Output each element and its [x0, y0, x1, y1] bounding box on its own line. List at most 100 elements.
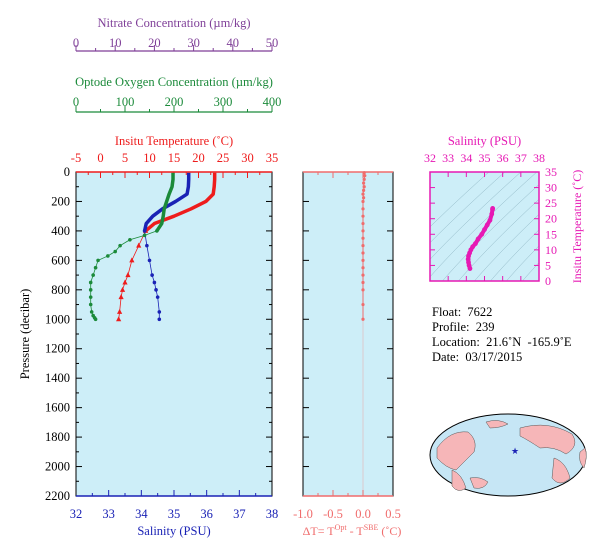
oxygen-series-point: [91, 273, 95, 277]
salinity-tick-label: 34: [135, 507, 148, 521]
dt-point: [361, 302, 365, 307]
isopycnal-line: [538, 279, 539, 281]
dt-plot: -1.0 -0.5 0.0 0.5 ΔT= TOpt - TSBE (˚C): [293, 171, 401, 538]
dt-axis-title: ΔT= TOpt - TSBE (˚C): [303, 523, 402, 538]
pressure-tick-label: 1000: [45, 312, 70, 326]
ts-temp-title: Insitu Temperature (˚C): [570, 170, 584, 284]
oxygen-series-line-upper: [155, 172, 175, 232]
temperature-tick-label: 5: [122, 151, 128, 165]
dt-point: [361, 214, 365, 218]
map-landmass: [451, 469, 467, 491]
oxygen-tick-label: 300: [214, 95, 233, 109]
oxygen-series-point: [155, 229, 159, 233]
pressure-tick-label: 200: [51, 194, 70, 208]
oxygen-title: Optode Oxygen Concentration (µm/kg): [75, 75, 273, 89]
dt-label-part: (˚C): [378, 524, 401, 538]
oxygen-series: [88, 172, 175, 322]
ts-temp-tick-label: 35: [545, 165, 557, 179]
isopycnal-line: [594, 162, 608, 291]
ts-temp-tick-label: 25: [545, 196, 557, 210]
isopycnal-line: [430, 172, 538, 278]
salinity-series-point: [152, 280, 157, 285]
oxygen-series-point: [88, 302, 93, 307]
ts-point: [490, 206, 495, 212]
oxygen-tick-label: 0: [73, 95, 79, 109]
salinity-series-point: [154, 288, 158, 292]
ts-panel-frame: [429, 171, 540, 282]
ts-salinity-tick-label: 38: [533, 151, 545, 165]
temperature-series-point: [119, 286, 126, 292]
pressure-tick-label: 2200: [45, 489, 70, 503]
dt-label-part: - T: [347, 524, 365, 538]
nitrate-title: Nitrate Concentration (µm/kg): [98, 16, 251, 30]
ts-point: [484, 222, 490, 228]
ts-salinity-tick-label: 35: [479, 151, 491, 165]
map-landmass: [551, 457, 571, 484]
nitrate-tick-label: 50: [266, 36, 279, 50]
dt-label-part: ΔT= T: [303, 524, 336, 538]
dt-label-sup: Opt: [335, 523, 348, 532]
map-landmass: [519, 424, 576, 455]
dt-point: [361, 192, 365, 196]
ts-salinity-tick-label: 34: [460, 151, 472, 165]
ts-point: [479, 231, 485, 237]
profile-plot: Insitu Temperature (˚C)-5 0 5 10 15 20 25 30 353…: [18, 134, 278, 538]
dt-point: [362, 177, 366, 181]
dt-panel-bg: [303, 172, 393, 496]
dt-tick-label: 0.0: [355, 507, 371, 521]
ts-temp-tick-label: 20: [545, 212, 557, 226]
pressure-tick-label: 800: [51, 283, 70, 297]
ts-salinity-tick-label: 33: [442, 151, 454, 165]
dt-point: [361, 266, 365, 270]
temperature-tick-label: 30: [241, 151, 254, 165]
salinity-series-point: [157, 310, 162, 314]
ts-point: [489, 211, 495, 217]
temperature-series-point: [125, 272, 131, 278]
ts-point: [467, 266, 473, 271]
dt-point: [361, 280, 365, 285]
dt-point: [361, 229, 365, 233]
temperature-tick-label: 15: [168, 151, 181, 165]
isopycnal-line: [430, 172, 522, 260]
ts-salinity-tick-label: 37: [515, 151, 527, 165]
salinity-axis-title: Salinity (PSU): [137, 524, 210, 538]
salinity-series-point: [142, 229, 147, 233]
oxygen-series-point: [88, 288, 93, 292]
oxygen-series-point: [113, 249, 117, 254]
float-info: Float: 7622 Profile: 239 Location: 21.6˚…: [432, 305, 572, 365]
ts-salinity-tick-label: 32: [424, 151, 436, 165]
salinity-tick-label: 33: [102, 507, 115, 521]
temperature-series-point: [118, 294, 124, 300]
dt-label-sup: SBE: [364, 523, 379, 532]
temperature-tick-label: 0: [97, 151, 103, 165]
dt-tick-label: -1.0: [293, 507, 313, 521]
oxygen-series-point: [93, 265, 98, 270]
nitrate-tick-label: 40: [227, 36, 240, 50]
dt-tick-label: 0.5: [385, 507, 401, 521]
location: Location: 21.6˚N -165.9˚E: [432, 335, 572, 349]
salinity-tick-label: 37: [233, 507, 246, 521]
dt-point: [361, 244, 365, 248]
oxygen-series-point: [96, 258, 100, 263]
world-map: ★: [429, 413, 587, 497]
dt-point: [363, 174, 367, 178]
dt-point: [361, 236, 365, 240]
temperature-axis-title: Insitu Temperature (˚C): [115, 134, 233, 148]
oxygen-tick-label: 400: [263, 95, 282, 109]
oxygen-series-point: [142, 233, 147, 238]
ts-point: [475, 236, 481, 242]
map-landmass: [579, 447, 587, 469]
profile-panel-bg: [76, 172, 272, 496]
nitrate-axis: Nitrate Concentration (µm/kg) 0 10 20 30 40 50: [73, 16, 279, 52]
pressure-axis-title: Pressure (decibar): [18, 289, 32, 380]
nitrate-tick-label: 20: [148, 36, 161, 50]
isopycnal-line: [506, 245, 539, 281]
salinity-tick-label: 35: [168, 507, 181, 521]
ts-temp-tick-label: 5: [545, 258, 551, 272]
ts-isopycnals: [430, 162, 608, 291]
dt-point: [362, 188, 366, 193]
pressure-tick-label: 1200: [45, 342, 70, 356]
float-location-marker: ★: [511, 447, 519, 457]
temperature-tick-label: -5: [71, 151, 81, 165]
